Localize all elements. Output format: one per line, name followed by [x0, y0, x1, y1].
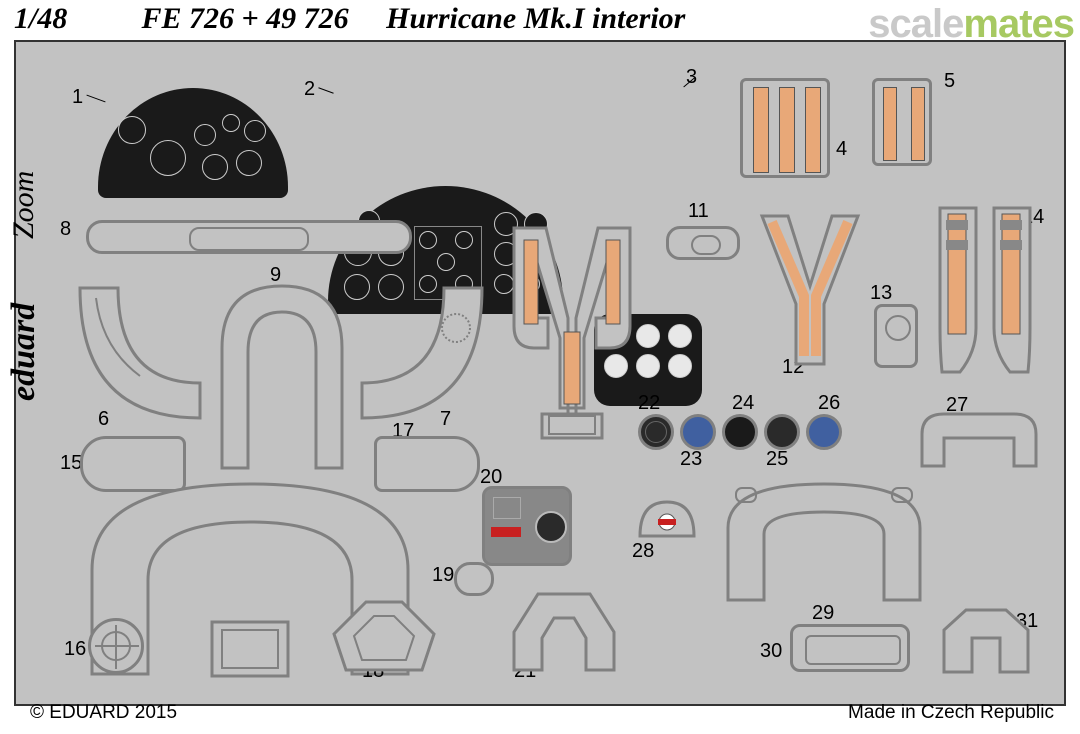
partnum-4: 4: [836, 138, 847, 161]
partnum-3: 3: [686, 66, 697, 89]
partnum-22: 22: [638, 392, 660, 415]
part-9-arch: [214, 278, 350, 474]
part-27-handle: [914, 406, 1044, 480]
part-21-bracket: [502, 582, 626, 680]
zoom-logo: Zoom: [7, 171, 41, 239]
part-6-sidewall: [70, 268, 210, 428]
partnum-24: 24: [732, 392, 754, 415]
watermark-logo: scalemates: [868, 2, 1074, 47]
partnum-16: 16: [64, 638, 86, 661]
part-26-gauge: [806, 414, 842, 450]
part-22-gauge: [638, 414, 674, 450]
part-4-straps: [740, 78, 830, 178]
leader-1: [86, 95, 105, 103]
copyright-text: © EDUARD 2015: [30, 702, 177, 724]
part-28-gunsight: [628, 486, 706, 544]
leader-2: [318, 87, 333, 93]
partnum-1: 1: [72, 86, 83, 109]
partnum-19: 19: [432, 564, 454, 587]
watermark-mates: mates: [963, 2, 1074, 46]
partnum-23: 23: [680, 448, 702, 471]
partnum-11: 11: [688, 200, 709, 223]
part-24-gauge: [722, 414, 758, 450]
part-7-sidewall: [352, 268, 492, 428]
part-29-frame: [712, 472, 936, 634]
photoetch-fret: eduard Zoom 1 2 3: [14, 40, 1066, 706]
part-8-bar: [86, 220, 412, 254]
part-18-pedal: [326, 594, 442, 680]
part-19-small: [454, 562, 494, 596]
header-scale: 1/48: [14, 2, 94, 36]
part-10-harness: [496, 218, 648, 448]
partnum-26: 26: [818, 392, 840, 415]
part-12-y-strap: [746, 208, 874, 376]
header-code: FE 726 + 49 726: [142, 2, 349, 36]
partnum-8: 8: [60, 218, 71, 241]
part-25-gauge: [764, 414, 800, 450]
part-20-control-box: [482, 486, 572, 566]
partnum-15: 15: [60, 452, 82, 475]
part-16-wheel: [88, 618, 144, 674]
part-31-piece: [934, 602, 1038, 682]
eduard-logo: eduard: [5, 303, 43, 401]
partnum-25: 25: [766, 448, 788, 471]
partnum-13: 13: [870, 282, 892, 305]
part-13-buckle: [874, 304, 918, 368]
part-14-shoulder-straps: [924, 200, 1046, 390]
partnum-30: 30: [760, 640, 782, 663]
header-name: Hurricane Mk.I interior: [386, 2, 685, 36]
origin-text: Made in Czech Republic: [848, 702, 1054, 724]
partnum-2: 2: [304, 78, 315, 101]
part-11-clip: [666, 226, 740, 260]
part-1-instrument-panel: [98, 88, 288, 198]
partnum-5: 5: [944, 70, 955, 93]
part-5-straps: [872, 78, 932, 166]
part-30-plate: [790, 624, 910, 672]
part-23-gauge: [680, 414, 716, 450]
watermark-scale: scale: [868, 2, 963, 46]
